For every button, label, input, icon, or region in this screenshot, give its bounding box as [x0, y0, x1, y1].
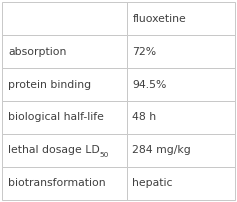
Bar	[2, 2, 127, 35]
Bar	[127, 134, 235, 167]
Bar	[2, 167, 127, 200]
Bar	[127, 167, 235, 200]
Text: lethal dosage LD: lethal dosage LD	[8, 145, 100, 156]
Bar	[2, 101, 127, 134]
Text: biological half-life: biological half-life	[8, 113, 104, 122]
Text: absorption: absorption	[8, 46, 67, 57]
Text: 72%: 72%	[132, 46, 157, 57]
Text: 48 h: 48 h	[132, 113, 157, 122]
Text: 50: 50	[100, 152, 109, 158]
Bar	[127, 101, 235, 134]
Bar	[127, 2, 235, 35]
Text: 94.5%: 94.5%	[132, 80, 167, 89]
Bar	[2, 68, 127, 101]
Text: hepatic: hepatic	[132, 179, 173, 188]
Text: biotransformation: biotransformation	[8, 179, 106, 188]
Bar	[2, 35, 127, 68]
Bar	[127, 35, 235, 68]
Text: protein binding: protein binding	[8, 80, 91, 89]
Bar	[2, 134, 127, 167]
Bar	[127, 68, 235, 101]
Text: fluoxetine: fluoxetine	[132, 14, 186, 23]
Text: 284 mg/kg: 284 mg/kg	[132, 145, 191, 156]
